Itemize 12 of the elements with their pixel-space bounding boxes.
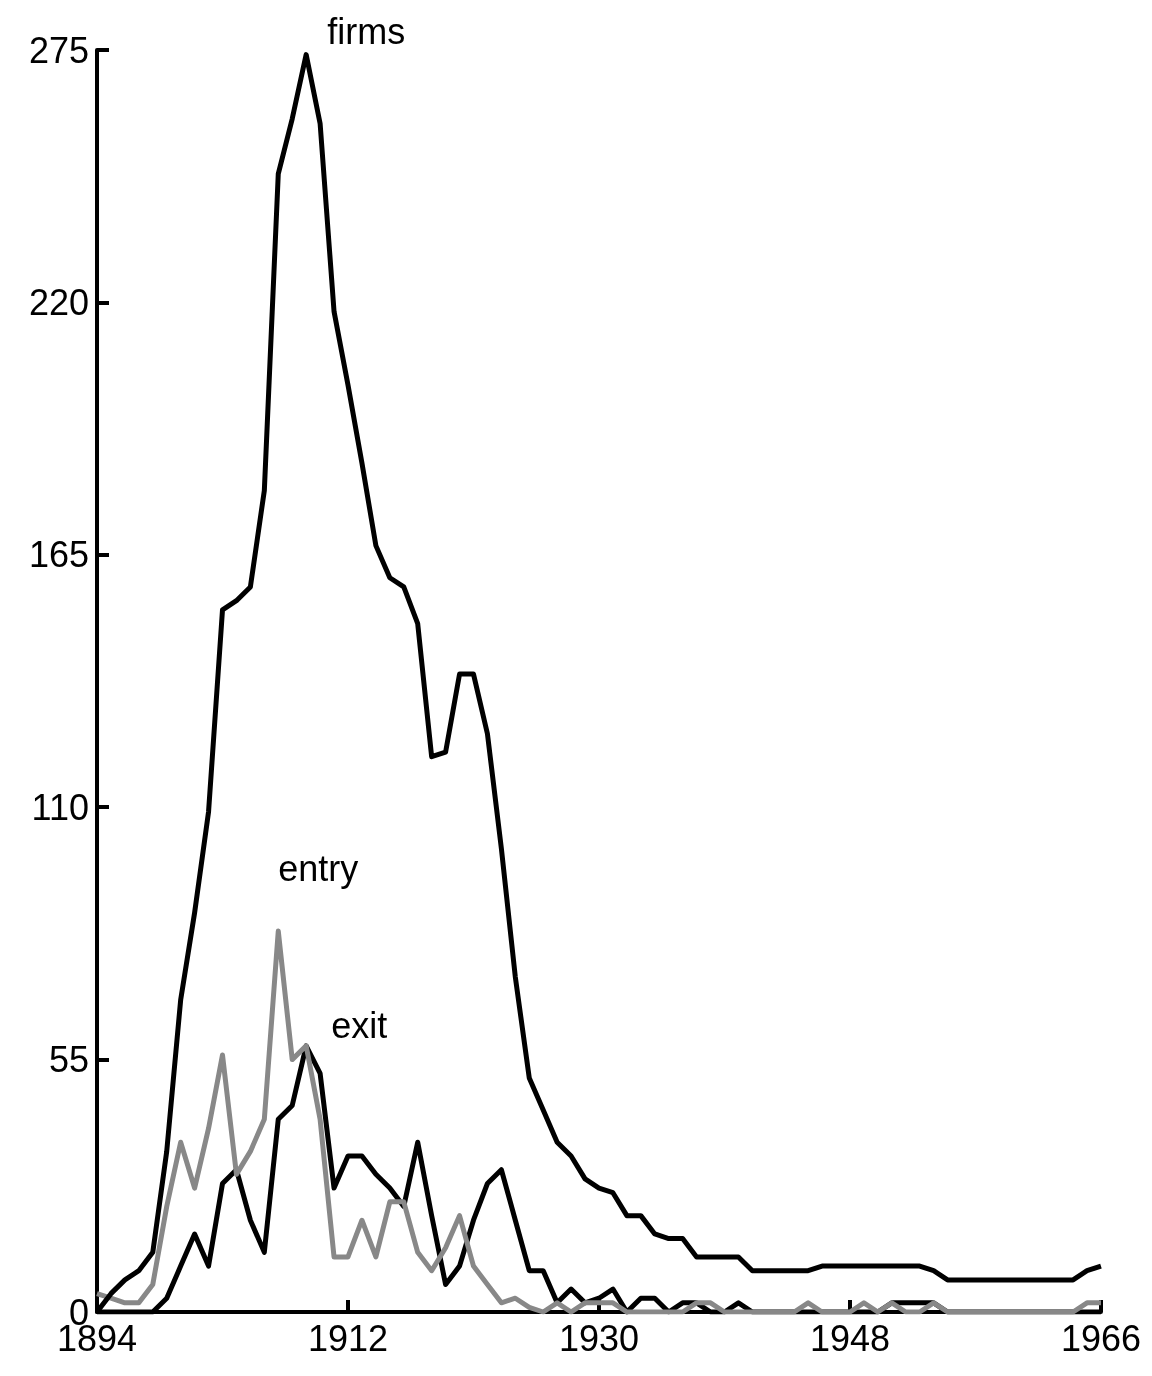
y-tick-label: 55 xyxy=(48,1039,89,1081)
x-tick-label: 1948 xyxy=(809,1317,891,1359)
series-label: entry xyxy=(278,847,359,889)
y-tick-label: 220 xyxy=(28,281,89,323)
series-label: firms xyxy=(327,11,406,53)
y-tick-label: 110 xyxy=(31,786,89,828)
x-tick-label: 1930 xyxy=(558,1317,640,1359)
series-label: exit xyxy=(331,1005,388,1047)
x-tick-label: 1912 xyxy=(307,1317,389,1359)
y-tick-label: 275 xyxy=(28,29,89,71)
x-tick-label: 1966 xyxy=(1060,1317,1141,1359)
y-tick-label: 165 xyxy=(28,534,89,576)
